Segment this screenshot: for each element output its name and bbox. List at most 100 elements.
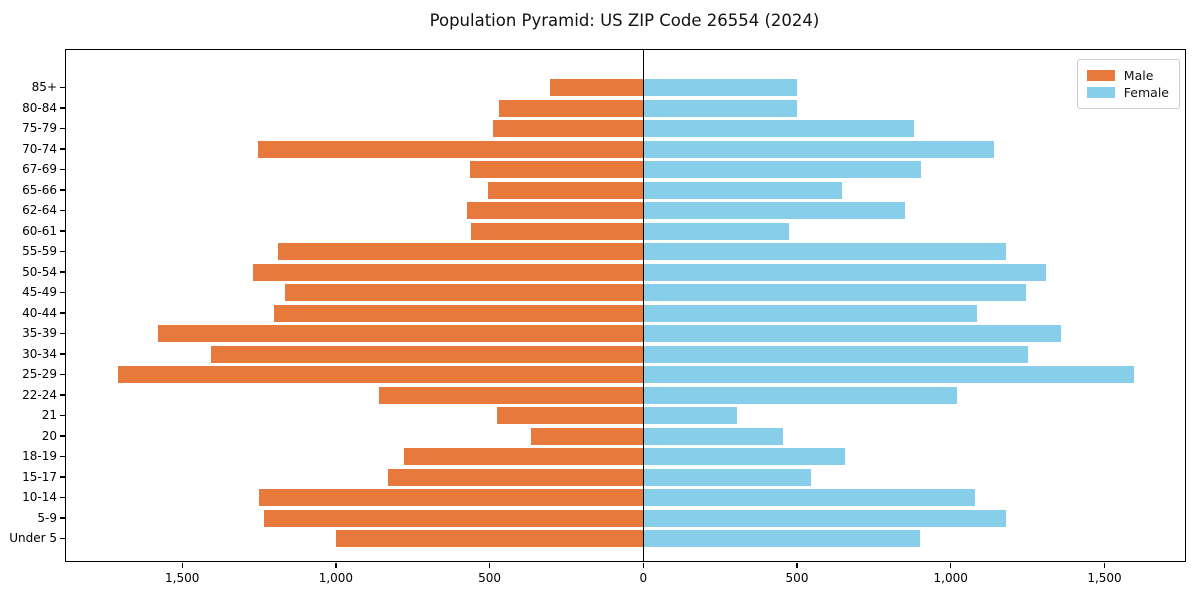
- y-tick-mark: [59, 312, 65, 314]
- bar-female-55-59: [643, 243, 1007, 260]
- bar-female-50-54: [643, 263, 1046, 281]
- x-tick-label: 1,500: [1087, 571, 1122, 585]
- y-tick-mark: [59, 353, 65, 355]
- x-tick-label: 1,000: [318, 571, 354, 585]
- x-tick-label: 1,500: [165, 571, 200, 585]
- y-tick-mark: [59, 435, 65, 437]
- y-tick-label: 21: [41, 408, 57, 422]
- bar-female-15-17: [643, 468, 811, 486]
- bar-male-15-17: [388, 468, 644, 486]
- bar-male-50-54: [252, 263, 644, 281]
- y-tick-mark: [59, 250, 65, 253]
- bar-female-80-84: [643, 99, 797, 117]
- y-tick-mark: [59, 373, 65, 376]
- bar-male-85+: [549, 79, 644, 96]
- bar-male-75-79: [492, 120, 644, 137]
- x-tick-mark: [950, 562, 952, 568]
- y-tick-mark: [59, 209, 65, 212]
- y-tick-mark: [59, 271, 65, 273]
- bar-male-25-29: [117, 366, 644, 383]
- x-tick-mark: [335, 562, 337, 568]
- y-tick-label: Under 5: [9, 531, 57, 545]
- legend: Male Female: [1076, 59, 1180, 109]
- x-tick-label: 500: [478, 571, 502, 585]
- y-tick-label: 85+: [31, 80, 57, 94]
- bar-male-60-61: [471, 222, 644, 240]
- bar-female-75-79: [643, 120, 914, 137]
- x-tick-mark: [1103, 562, 1106, 568]
- bar-female-Under 5: [643, 530, 920, 547]
- y-tick-label: 80-84: [22, 100, 57, 115]
- bar-male-10-14: [259, 489, 644, 506]
- bar-male-35-39: [157, 325, 644, 342]
- bar-male-5-9: [263, 509, 644, 527]
- y-tick-label: 55-59: [22, 244, 57, 258]
- x-tick-mark: [796, 562, 798, 568]
- bar-female-40-44: [643, 304, 977, 322]
- bar-female-30-34: [643, 345, 1028, 363]
- y-tick-mark: [59, 517, 65, 519]
- bar-male-Under 5: [335, 530, 644, 547]
- bar-male-70-74: [257, 140, 644, 158]
- bar-female-22-24: [643, 386, 957, 404]
- y-tick-label: 45-49: [22, 285, 57, 299]
- legend-female-swatch-icon: [1086, 87, 1115, 98]
- plot-area: Male Female 85+ 80-84 75-79 70-74 67-69 65-66…: [9, 49, 1186, 585]
- bar-female-62-64: [643, 202, 905, 219]
- bar-female-25-29: [643, 366, 1134, 383]
- y-tick-mark: [59, 414, 65, 417]
- y-tick-label: 62-64: [22, 203, 57, 217]
- y-tick-mark: [59, 107, 65, 109]
- bar-male-67-69: [469, 161, 644, 178]
- y-tick-mark: [59, 127, 65, 130]
- y-tick-label: 50-54: [22, 264, 57, 279]
- y-tick-mark: [59, 86, 65, 89]
- bar-male-22-24: [379, 386, 644, 404]
- y-tick-mark: [59, 496, 65, 499]
- bar-female-60-61: [643, 222, 790, 240]
- bar-female-70-74: [643, 140, 994, 158]
- y-tick-mark: [59, 230, 65, 232]
- x-tick-mark: [642, 562, 644, 568]
- y-tick-label: 70-74: [22, 141, 57, 156]
- bar-female-45-49: [643, 284, 1026, 301]
- bar-male-21: [497, 407, 644, 424]
- bar-female-35-39: [643, 325, 1062, 342]
- y-tick-label: 35-39: [22, 326, 57, 340]
- legend-female-label: Female: [1123, 85, 1169, 100]
- legend-entry-female: Female: [1086, 84, 1169, 101]
- y-tick-label: 67-69: [22, 162, 57, 176]
- y-tick-label: 15-17: [22, 469, 57, 484]
- bar-female-20: [643, 427, 784, 445]
- bar-female-85+: [643, 79, 797, 96]
- y-tick-label: 60-61: [22, 223, 57, 238]
- chart-title: Population Pyramid: US ZIP Code 26554 (2…: [429, 11, 820, 30]
- y-tick-label: 10-14: [22, 490, 57, 504]
- legend-male-swatch-icon: [1086, 70, 1115, 81]
- x-tick-label: 1,000: [933, 571, 968, 585]
- bar-male-30-34: [211, 345, 644, 363]
- y-tick-label: 40-44: [22, 305, 57, 320]
- y-tick-mark: [59, 168, 65, 171]
- y-tick-label: 18-19: [22, 449, 57, 463]
- y-tick-label: 22-24: [22, 387, 57, 402]
- bar-male-55-59: [277, 243, 644, 260]
- y-tick-mark: [59, 189, 65, 191]
- center-axis-line: [642, 50, 645, 561]
- bar-male-62-64: [466, 202, 644, 219]
- bar-male-80-84: [498, 99, 644, 117]
- y-tick-mark: [59, 537, 65, 540]
- legend-entry-male: Male: [1086, 67, 1169, 84]
- bar-female-10-14: [643, 489, 976, 506]
- y-tick-mark: [59, 291, 65, 294]
- bar-female-5-9: [643, 509, 1007, 527]
- x-tick-mark: [181, 562, 183, 568]
- y-tick-mark: [59, 332, 65, 335]
- x-tick-mark: [488, 562, 491, 568]
- bar-male-65-66: [488, 181, 644, 199]
- legend-male-label: Male: [1123, 68, 1154, 83]
- bar-male-40-44: [274, 304, 644, 322]
- bar-male-20: [531, 427, 644, 445]
- bar-female-65-66: [643, 181, 842, 199]
